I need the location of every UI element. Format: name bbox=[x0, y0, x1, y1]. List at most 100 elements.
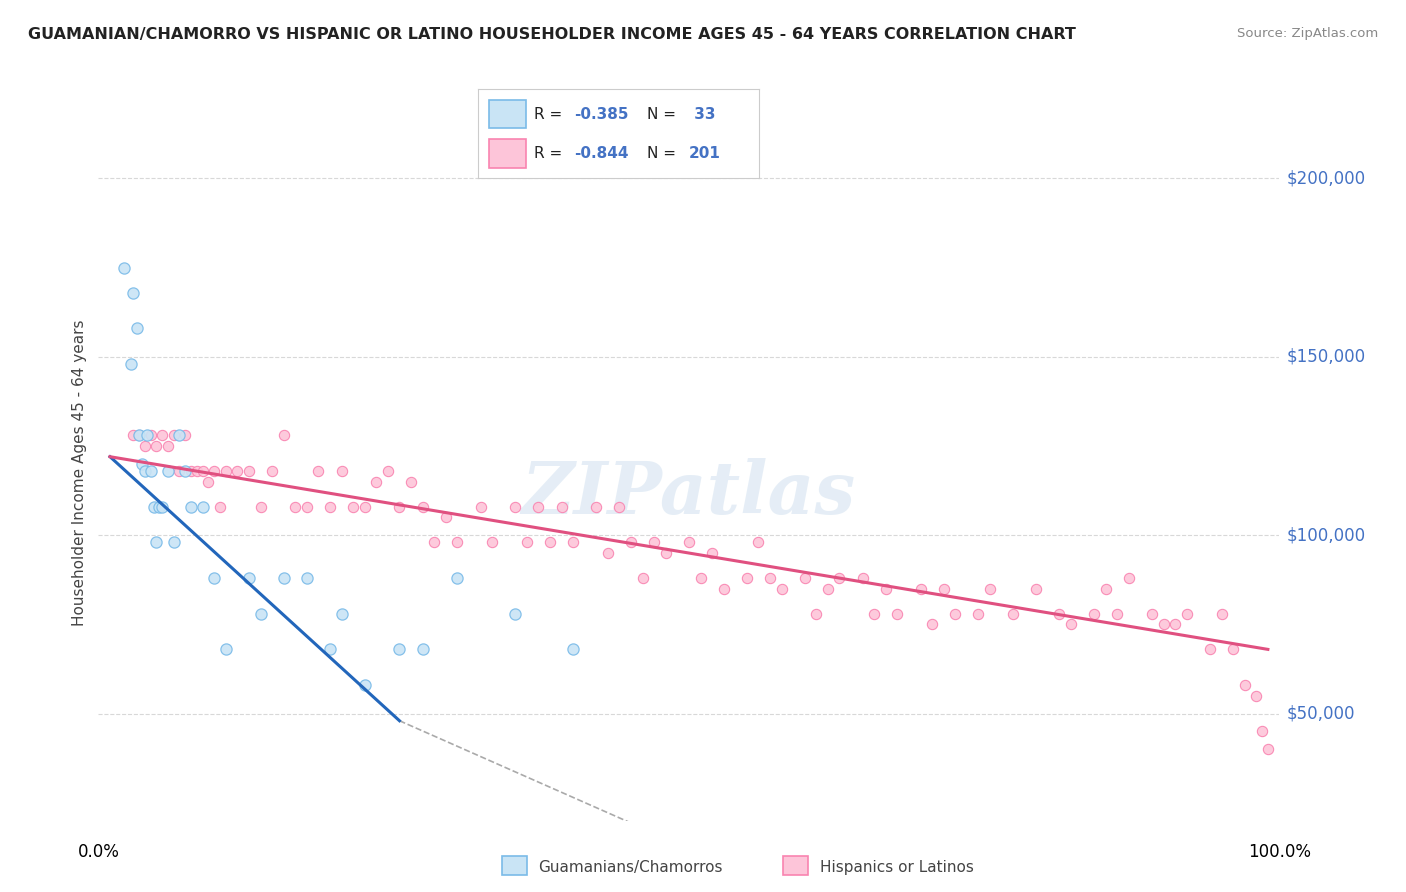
Point bbox=[538, 535, 561, 549]
Point bbox=[353, 500, 375, 514]
Point bbox=[353, 678, 375, 692]
Point bbox=[503, 607, 526, 621]
Point bbox=[747, 535, 769, 549]
Point bbox=[770, 582, 793, 596]
Point bbox=[120, 357, 142, 371]
Point bbox=[150, 500, 173, 514]
Text: R =: R = bbox=[534, 107, 568, 121]
Point bbox=[342, 500, 364, 514]
Point bbox=[208, 500, 231, 514]
Point bbox=[412, 500, 434, 514]
Point bbox=[620, 535, 643, 549]
Point bbox=[1153, 617, 1175, 632]
Bar bbox=[489, 139, 526, 168]
Point bbox=[1222, 642, 1244, 657]
Point bbox=[1025, 582, 1047, 596]
Point bbox=[319, 500, 342, 514]
Point bbox=[215, 464, 238, 478]
Point bbox=[527, 500, 550, 514]
Point bbox=[1199, 642, 1222, 657]
Point bbox=[562, 535, 585, 549]
Point bbox=[643, 535, 665, 549]
Point bbox=[1094, 582, 1116, 596]
Point bbox=[202, 464, 225, 478]
Text: Hispanics or Latinos: Hispanics or Latinos bbox=[820, 860, 973, 874]
Point bbox=[910, 582, 932, 596]
Point bbox=[273, 428, 295, 442]
Text: N =: N = bbox=[647, 146, 681, 161]
Point bbox=[169, 428, 191, 442]
Point bbox=[131, 457, 153, 471]
Point bbox=[967, 607, 990, 621]
Y-axis label: Householder Income Ages 45 - 64 years: Householder Income Ages 45 - 64 years bbox=[72, 319, 87, 626]
Text: -0.385: -0.385 bbox=[574, 107, 628, 121]
Point bbox=[174, 428, 197, 442]
Point bbox=[412, 642, 434, 657]
Point bbox=[249, 607, 271, 621]
Text: 100.0%: 100.0% bbox=[1249, 843, 1310, 861]
Point bbox=[550, 500, 572, 514]
Point bbox=[655, 546, 678, 560]
Point bbox=[150, 428, 173, 442]
Point bbox=[1107, 607, 1129, 621]
Point bbox=[875, 582, 897, 596]
Point bbox=[1060, 617, 1083, 632]
Point bbox=[319, 642, 342, 657]
Point bbox=[128, 428, 150, 442]
Point bbox=[817, 582, 839, 596]
Point bbox=[330, 464, 353, 478]
Point bbox=[388, 642, 411, 657]
Point bbox=[921, 617, 943, 632]
Point bbox=[852, 571, 875, 585]
Point bbox=[943, 607, 966, 621]
Point bbox=[262, 464, 284, 478]
Text: 33: 33 bbox=[689, 107, 716, 121]
Point bbox=[156, 464, 179, 478]
Point bbox=[1257, 742, 1279, 756]
Point bbox=[806, 607, 828, 621]
Point bbox=[735, 571, 758, 585]
Text: 0.0%: 0.0% bbox=[77, 843, 120, 861]
Point bbox=[596, 546, 619, 560]
Bar bbox=[783, 856, 808, 874]
Point bbox=[932, 582, 955, 596]
Point bbox=[678, 535, 700, 549]
Point bbox=[284, 500, 307, 514]
Text: $150,000: $150,000 bbox=[1286, 348, 1365, 366]
Point bbox=[793, 571, 815, 585]
Point bbox=[1175, 607, 1198, 621]
Point bbox=[134, 464, 156, 478]
Point bbox=[249, 500, 271, 514]
Point bbox=[863, 607, 886, 621]
Point bbox=[238, 464, 260, 478]
Point bbox=[145, 439, 167, 453]
Point bbox=[470, 500, 492, 514]
Point bbox=[516, 535, 538, 549]
Point bbox=[148, 500, 170, 514]
Point bbox=[215, 642, 238, 657]
Text: $200,000: $200,000 bbox=[1286, 169, 1365, 187]
Point bbox=[273, 571, 295, 585]
Point bbox=[128, 428, 150, 442]
Point bbox=[112, 260, 135, 275]
Text: N =: N = bbox=[647, 107, 681, 121]
Point bbox=[1118, 571, 1140, 585]
Point bbox=[434, 510, 457, 524]
Point bbox=[1164, 617, 1187, 632]
Point bbox=[330, 607, 353, 621]
Point bbox=[979, 582, 1001, 596]
Point bbox=[609, 500, 631, 514]
Point bbox=[759, 571, 782, 585]
Point bbox=[585, 500, 607, 514]
Point bbox=[446, 535, 468, 549]
Point bbox=[562, 642, 585, 657]
Bar bbox=[489, 100, 526, 128]
Point bbox=[503, 500, 526, 514]
Point bbox=[631, 571, 654, 585]
Text: $100,000: $100,000 bbox=[1286, 526, 1365, 544]
Point bbox=[886, 607, 908, 621]
Point bbox=[1246, 689, 1268, 703]
Point bbox=[388, 500, 411, 514]
Point bbox=[481, 535, 503, 549]
Text: R =: R = bbox=[534, 146, 568, 161]
